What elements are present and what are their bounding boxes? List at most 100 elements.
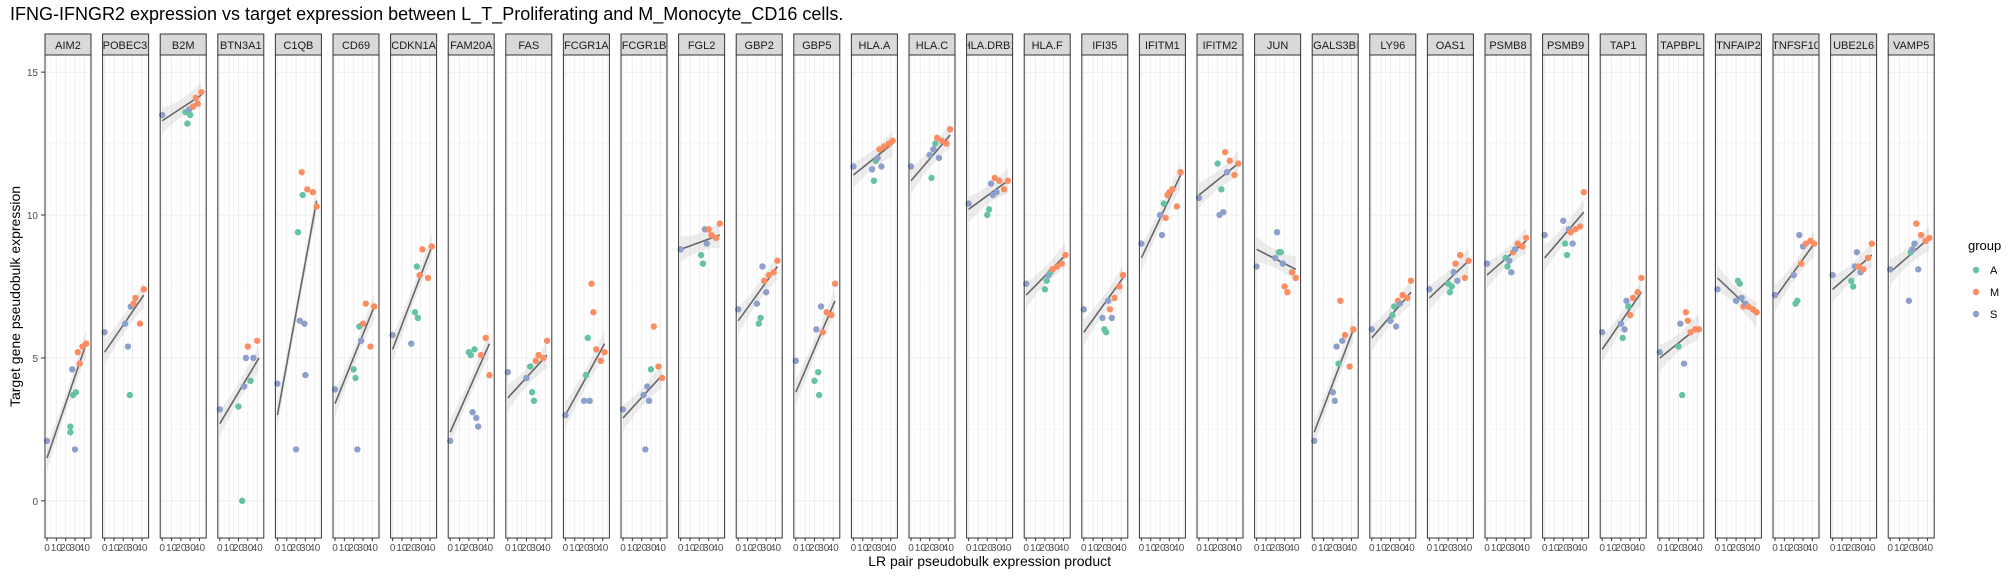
- x-tick-label: 40: [1749, 543, 1761, 554]
- facet-border: [332, 54, 380, 539]
- facet-border: [1830, 54, 1878, 539]
- x-tick-label: 0: [390, 543, 396, 554]
- data-point: [1399, 291, 1406, 299]
- data-point: [411, 309, 419, 316]
- data-point: [187, 111, 194, 119]
- data-point: [72, 389, 80, 396]
- data-point: [823, 309, 830, 316]
- data-point: [184, 120, 191, 127]
- x-tick-label: 10: [972, 543, 984, 554]
- data-point: [1627, 311, 1634, 319]
- facet-label: AIM2: [55, 40, 81, 52]
- data-point: [1284, 289, 1291, 296]
- data-point: [1580, 188, 1588, 196]
- x-tick-label: 0: [1772, 543, 1778, 554]
- x-tick-label: 0: [1081, 543, 1087, 554]
- fit-line: [1774, 243, 1815, 299]
- facet-label: JUN: [1267, 40, 1288, 52]
- y-axis-title: Target gene pseudobulk expression: [7, 186, 23, 407]
- x-tick-label: 20: [463, 543, 475, 554]
- data-point: [1106, 306, 1114, 313]
- x-tick-label: 10: [1548, 543, 1560, 554]
- x-tick-label: 20: [521, 543, 533, 554]
- data-point: [1160, 200, 1168, 207]
- data-point: [588, 280, 595, 287]
- data-point: [242, 354, 250, 362]
- x-tick-label: 30: [588, 543, 600, 554]
- x-tick-label: 10: [742, 543, 754, 554]
- facet-border: [274, 54, 322, 539]
- fit-line: [276, 200, 318, 416]
- data-point: [774, 257, 781, 264]
- data-point: [1457, 251, 1464, 259]
- data-point: [1041, 286, 1049, 293]
- data-point: [469, 409, 476, 416]
- x-tick-label: 20: [1673, 543, 1685, 554]
- x-tick-label: 0: [1599, 543, 1605, 554]
- x-tick-label: 20: [579, 543, 591, 554]
- data-point: [1169, 186, 1176, 193]
- x-tick-label: 40: [136, 543, 148, 554]
- facet-background: [1542, 55, 1589, 538]
- x-tick-label: 20: [1327, 543, 1339, 554]
- data-point: [1675, 343, 1682, 350]
- legend-label: A: [1990, 265, 1998, 277]
- data-point: [1333, 343, 1340, 350]
- data-point: [1004, 177, 1011, 184]
- facet-label: TAP1: [1610, 40, 1637, 52]
- x-tick-label: 10: [684, 543, 696, 554]
- x-tick-label: 20: [1788, 543, 1800, 554]
- x-tick-label: 30: [242, 543, 254, 554]
- facet-border: [1023, 54, 1071, 539]
- x-tick-label: 40: [828, 543, 840, 554]
- fit-line: [334, 306, 375, 404]
- data-point: [192, 94, 199, 102]
- facet-background: [160, 55, 207, 538]
- data-point: [1223, 168, 1231, 176]
- x-tick-label: 30: [300, 543, 312, 554]
- facet-border: [447, 54, 495, 539]
- x-tick-label: 20: [1039, 543, 1051, 554]
- data-point: [235, 403, 242, 410]
- data-point: [528, 389, 536, 396]
- facet-label: FCGR1B: [622, 40, 667, 52]
- facet-label: HLA.A: [859, 40, 891, 52]
- x-tick-label: 0: [275, 543, 281, 554]
- x-tick-label: 10: [1376, 543, 1388, 554]
- x-tick-label: 40: [770, 543, 782, 554]
- facet-background: [333, 55, 379, 538]
- x-tick-label: 20: [1097, 543, 1109, 554]
- facet-border: [505, 54, 553, 539]
- data-point: [1508, 269, 1515, 276]
- x-tick-label: 0: [1196, 543, 1202, 554]
- facet-background: [678, 55, 725, 538]
- x-tick-label: 0: [1254, 543, 1260, 554]
- facet-border: [1081, 54, 1129, 539]
- x-tick-label: 40: [309, 543, 321, 554]
- data-point: [1407, 277, 1415, 284]
- x-tick-label: 40: [712, 543, 724, 554]
- x-tick-label: 10: [569, 543, 581, 554]
- data-point: [1790, 271, 1797, 279]
- facet-border: [44, 54, 92, 539]
- data-point: [1855, 263, 1862, 270]
- x-tick-label: 40: [482, 543, 494, 554]
- data-point: [590, 309, 597, 316]
- data-point: [930, 146, 937, 153]
- x-tick-label: 40: [252, 543, 264, 554]
- data-point: [299, 191, 306, 199]
- data-point: [933, 134, 941, 142]
- facet-label: C1QB: [283, 40, 313, 52]
- x-tick-label: 40: [1404, 543, 1416, 554]
- facet-border: [1887, 54, 1935, 539]
- data-point: [428, 243, 435, 250]
- x-tick-label: 40: [1461, 543, 1473, 554]
